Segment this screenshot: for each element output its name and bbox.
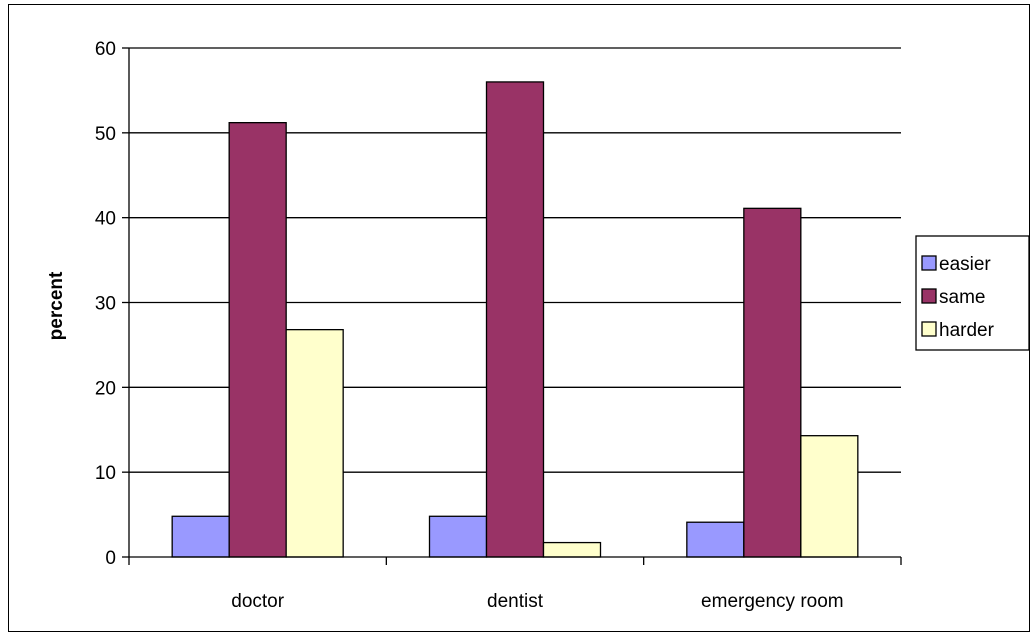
y-axis-title: percent <box>46 271 67 340</box>
bar-easier <box>687 522 744 557</box>
legend-label-harder: harder <box>939 320 995 341</box>
bar-same <box>744 208 801 557</box>
x-tick-label: emergency room <box>701 591 844 612</box>
y-tick-label: 40 <box>95 209 116 230</box>
bar-harder <box>801 436 858 557</box>
legend-swatch-same <box>922 289 936 303</box>
x-tick-label: doctor <box>231 591 284 612</box>
bar-same <box>229 123 286 557</box>
y-tick-label: 50 <box>95 124 116 145</box>
legend-label-same: same <box>939 287 985 308</box>
bar-easier <box>430 516 487 557</box>
y-tick-label: 20 <box>95 378 116 399</box>
bar-harder <box>544 543 601 557</box>
bar-same <box>487 82 544 557</box>
x-tick-label: dentist <box>487 591 544 612</box>
legend-swatch-harder <box>922 322 936 336</box>
bars <box>172 82 858 557</box>
y-tick-label: 30 <box>95 294 116 315</box>
legend-label-easier: easier <box>939 254 991 275</box>
bar-harder <box>286 330 343 557</box>
y-tick-label: 0 <box>105 548 116 569</box>
bar-easier <box>172 516 229 557</box>
legend: easier same harder <box>916 236 1029 350</box>
y-tick-label: 10 <box>95 463 116 484</box>
y-tick-label: 60 <box>95 39 116 60</box>
legend-swatch-easier <box>922 256 936 270</box>
